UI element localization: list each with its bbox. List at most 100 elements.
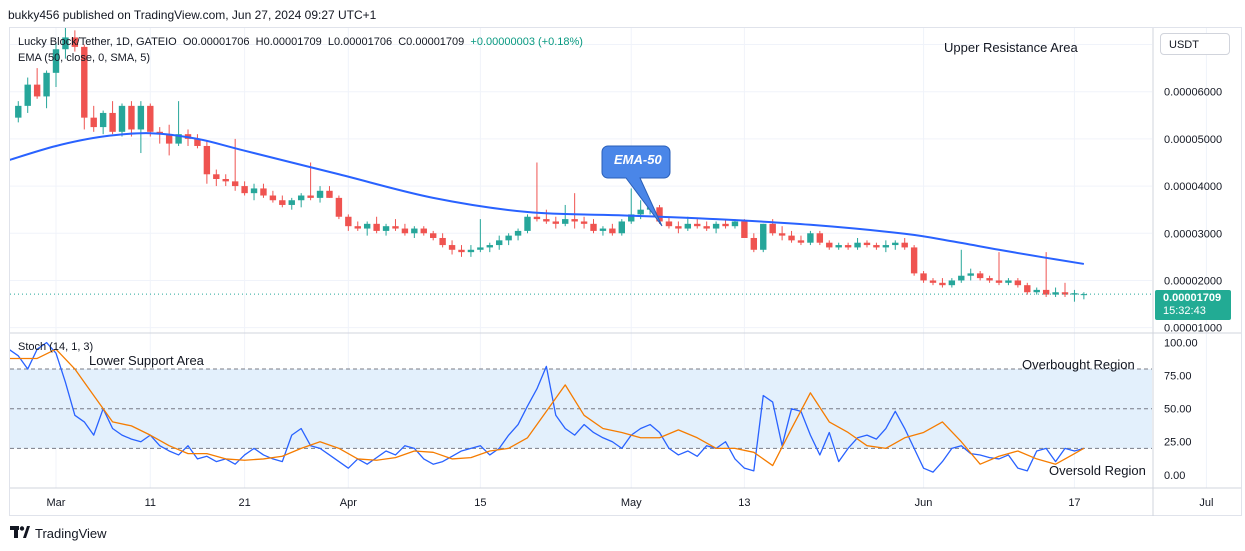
candle-body: [137, 105, 145, 130]
candle-body: [382, 226, 390, 231]
tradingview-logo[interactable]: TradingView: [10, 526, 107, 541]
candle-body: [448, 245, 456, 250]
ohlc-legend: Lucky Block/Tether, 1D, GATEIO O0.000017…: [18, 36, 583, 48]
candle-body: [788, 235, 795, 241]
publisher-line: bukky456 published on TradingView.com, J…: [8, 8, 377, 22]
candle-body: [675, 226, 682, 229]
candle-body: [297, 195, 305, 201]
candle-body: [958, 275, 965, 281]
candle-body: [505, 235, 512, 241]
candle-body: [580, 221, 588, 224]
upper-resistance-annotation: Upper Resistance Area: [944, 40, 1078, 55]
candle-body: [712, 223, 720, 229]
candle-body: [948, 280, 956, 286]
candle-body: [109, 112, 116, 132]
candle-body: [222, 179, 229, 182]
candle-body: [684, 223, 692, 229]
time-tick-label: Apr: [340, 497, 357, 509]
close-value: C0.00001709: [398, 36, 465, 48]
time-tick-label: May: [621, 497, 642, 509]
candle-body: [995, 280, 1003, 283]
candle-body: [618, 221, 625, 234]
candle-body: [656, 207, 663, 222]
candle-body: [844, 245, 852, 248]
ema50-line: [10, 132, 1085, 265]
candle-body: [147, 105, 154, 132]
candle-body: [1014, 280, 1022, 286]
candle-body: [458, 249, 465, 253]
candle-body: [562, 219, 569, 224]
high-value: H0.00001709: [255, 36, 322, 48]
candle-body: [967, 273, 974, 276]
candle-body: [1024, 285, 1031, 293]
stoch-indicator-label[interactable]: Stoch (14, 1, 3): [18, 341, 94, 353]
candle-body: [665, 221, 673, 227]
lower-support-annotation: Lower Support Area: [89, 353, 204, 368]
overbought-annotation: Overbought Region: [1022, 357, 1135, 372]
stoch-tick-label: 50.00: [1164, 404, 1192, 416]
candle-body: [628, 214, 635, 222]
candle-body: [854, 242, 861, 248]
candle-body: [769, 223, 776, 234]
candle-body: [1042, 289, 1050, 295]
candle-body: [411, 228, 418, 234]
candle-body: [203, 145, 211, 175]
candle-body: [345, 216, 352, 227]
candle-body: [373, 223, 380, 231]
oversold-annotation: Oversold Region: [1049, 463, 1146, 478]
candle-body: [165, 134, 173, 144]
candle-body: [599, 228, 607, 231]
candle-body: [118, 105, 126, 132]
symbol-label[interactable]: Lucky Block/Tether, 1D, GATEIO: [18, 36, 177, 48]
time-tick-label: 15: [474, 497, 486, 509]
ema-callout-bubble: [601, 145, 671, 227]
time-tick-label: 17: [1068, 497, 1080, 509]
candle-body: [62, 37, 69, 50]
candle-body: [335, 197, 343, 217]
candle-body: [496, 240, 503, 246]
candle-body: [863, 242, 871, 246]
candle-body: [307, 195, 314, 198]
time-tick-label: 21: [238, 497, 250, 509]
last-price-tag: 0.00001709 15:32:43: [1155, 290, 1231, 320]
candle-body: [590, 223, 597, 231]
candle-body: [241, 186, 248, 194]
candle-body: [15, 105, 22, 118]
candle-body: [816, 233, 824, 243]
candle-body: [524, 216, 531, 231]
price-tick-label: 0.00003000: [1164, 228, 1222, 240]
candle-body: [250, 188, 258, 194]
time-tick-label: 13: [738, 497, 750, 509]
stoch-k-line: [10, 341, 1085, 473]
candle-body: [741, 221, 748, 238]
candle-body: [279, 200, 286, 205]
candle-body: [807, 233, 814, 243]
candle-body: [24, 84, 31, 106]
price-tick-label: 0.00006000: [1164, 87, 1222, 99]
ema-indicator-label[interactable]: EMA (50, close, 0, SMA, 5): [18, 52, 151, 64]
low-value: L0.00001706: [327, 36, 393, 48]
candle-body: [33, 84, 41, 97]
candle-body: [778, 233, 786, 236]
candle-body: [363, 223, 371, 229]
currency-selector[interactable]: USDT: [1160, 33, 1230, 55]
candle-body: [703, 226, 710, 229]
stoch-tick-label: 100.00: [1164, 338, 1198, 350]
candle-body: [882, 245, 890, 248]
candle-body: [1061, 292, 1069, 295]
candle-body: [873, 245, 880, 248]
stoch-tick-label: 75.00: [1164, 371, 1192, 383]
candle-body: [269, 195, 277, 201]
tradingview-mark-icon: [10, 526, 30, 541]
candle-body: [420, 228, 427, 234]
candle-body: [439, 237, 446, 246]
candle-body: [920, 273, 927, 281]
time-tick-label: Mar: [47, 497, 66, 509]
candle-body: [467, 249, 475, 253]
last-price-value: 0.00001709: [1163, 292, 1222, 304]
candle-body: [316, 190, 324, 198]
price-tick-label: 0.00004000: [1164, 181, 1222, 193]
candle-body: [90, 117, 97, 128]
candle-body: [128, 105, 135, 130]
